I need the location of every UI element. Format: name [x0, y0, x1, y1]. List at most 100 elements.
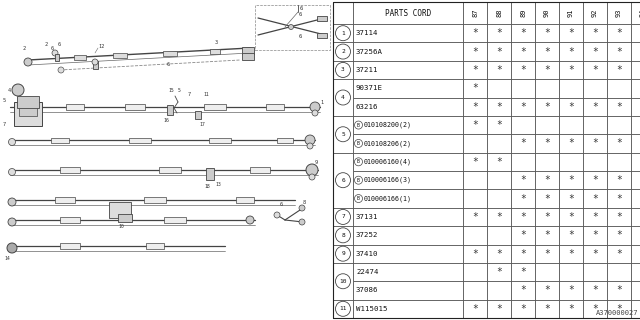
Text: 90371E: 90371E — [356, 85, 383, 91]
Bar — [583, 208, 607, 226]
Bar — [559, 171, 583, 189]
Circle shape — [335, 301, 351, 316]
Bar — [242, 52, 254, 60]
Text: *: * — [592, 102, 598, 112]
Text: *: * — [616, 139, 622, 148]
Bar — [607, 189, 631, 208]
Circle shape — [8, 139, 15, 146]
Text: 22474: 22474 — [356, 269, 378, 275]
Bar — [487, 153, 511, 171]
Text: *: * — [592, 47, 598, 57]
Text: *: * — [520, 139, 526, 148]
Bar — [487, 42, 511, 61]
Text: *: * — [472, 83, 478, 93]
Text: 18: 18 — [204, 183, 210, 188]
Bar — [559, 116, 583, 134]
Text: B: B — [357, 159, 360, 164]
Bar — [353, 300, 463, 318]
Circle shape — [310, 102, 320, 112]
Text: 7: 7 — [3, 123, 6, 127]
Text: 9: 9 — [341, 251, 345, 256]
Text: *: * — [520, 65, 526, 75]
Bar — [236, 197, 254, 203]
Text: 010108206(2): 010108206(2) — [364, 140, 412, 147]
Bar — [535, 281, 559, 300]
Bar — [511, 79, 535, 98]
Text: *: * — [472, 304, 478, 314]
Bar — [583, 98, 607, 116]
Bar — [129, 138, 151, 142]
Text: *: * — [544, 230, 550, 240]
Circle shape — [335, 44, 351, 59]
Bar — [51, 138, 69, 142]
Bar — [511, 61, 535, 79]
Circle shape — [335, 127, 351, 142]
Bar — [317, 15, 327, 20]
Bar — [118, 214, 132, 222]
Bar — [333, 263, 353, 300]
Bar — [463, 244, 487, 263]
Text: *: * — [472, 102, 478, 112]
Text: 88: 88 — [496, 9, 502, 17]
Bar — [159, 167, 181, 173]
Text: *: * — [496, 28, 502, 38]
Bar — [209, 138, 231, 142]
Bar — [333, 226, 353, 244]
Text: *: * — [544, 212, 550, 222]
Circle shape — [274, 212, 280, 218]
Bar — [511, 226, 535, 244]
Bar — [463, 24, 487, 42]
Bar — [93, 61, 97, 69]
Bar — [607, 2, 631, 24]
Text: *: * — [616, 194, 622, 204]
Text: 5: 5 — [3, 98, 6, 102]
Bar — [146, 243, 164, 249]
Bar — [353, 116, 463, 134]
Text: 89: 89 — [520, 9, 526, 17]
Text: *: * — [616, 28, 622, 38]
Bar — [125, 104, 145, 110]
Circle shape — [335, 62, 351, 77]
Bar — [353, 153, 463, 171]
Bar — [583, 79, 607, 98]
Text: *: * — [520, 47, 526, 57]
Bar — [559, 281, 583, 300]
Bar — [266, 104, 284, 110]
Bar — [535, 134, 559, 153]
Bar — [66, 104, 84, 110]
Circle shape — [335, 26, 351, 41]
Text: *: * — [568, 194, 574, 204]
Text: *: * — [472, 28, 478, 38]
Bar — [607, 171, 631, 189]
Bar — [250, 167, 270, 173]
Text: 8: 8 — [341, 233, 345, 238]
Text: *: * — [568, 304, 574, 314]
Bar — [583, 281, 607, 300]
Circle shape — [58, 67, 64, 73]
Text: *: * — [616, 212, 622, 222]
Text: *: * — [544, 47, 550, 57]
Bar — [535, 189, 559, 208]
Text: 10: 10 — [339, 279, 347, 284]
Bar — [535, 244, 559, 263]
Text: *: * — [496, 102, 502, 112]
Text: *: * — [496, 304, 502, 314]
Bar — [487, 226, 511, 244]
Text: *: * — [616, 175, 622, 185]
Bar — [607, 263, 631, 281]
Bar — [607, 153, 631, 171]
Bar — [353, 24, 463, 42]
Text: 2: 2 — [45, 43, 48, 47]
Bar — [353, 61, 463, 79]
Bar — [583, 116, 607, 134]
Bar — [210, 49, 220, 53]
Bar — [535, 2, 559, 24]
Bar — [487, 2, 511, 24]
Text: *: * — [520, 249, 526, 259]
Bar — [559, 208, 583, 226]
Bar — [583, 171, 607, 189]
Bar — [277, 138, 293, 142]
Bar — [463, 98, 487, 116]
Bar — [511, 24, 535, 42]
Bar — [60, 243, 80, 249]
